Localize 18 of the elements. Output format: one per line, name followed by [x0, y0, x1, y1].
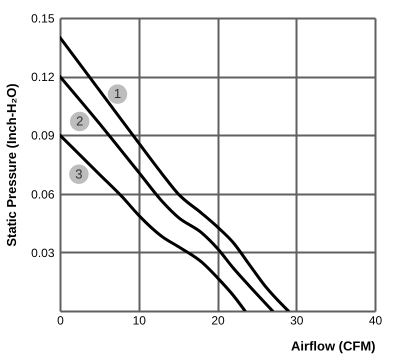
x-tick-label: 40	[368, 314, 382, 328]
y-axis-title: Static Pressure (Inch-H₂O)	[4, 83, 20, 247]
annotation: 1	[114, 86, 122, 102]
x-tick-label: 20	[211, 314, 225, 328]
line-series	[60, 36, 290, 311]
annotation: 3	[75, 166, 83, 182]
y-tick-label: 0.03	[31, 246, 55, 260]
x-tick-label: 30	[290, 314, 304, 328]
x-tick-label: 0	[57, 314, 64, 328]
y-tick-label: 0.09	[31, 128, 55, 143]
x-tick-label: 10	[132, 314, 146, 328]
y-tick-label: 0.06	[31, 187, 55, 202]
y-tick-label: 0.12	[31, 70, 55, 84]
line-series	[60, 134, 247, 311]
x-axis-title: Airflow (CFM)	[291, 338, 376, 354]
line-series	[60, 75, 274, 311]
annotation: 2	[76, 114, 84, 129]
y-tick-label: 0.15	[31, 12, 55, 26]
